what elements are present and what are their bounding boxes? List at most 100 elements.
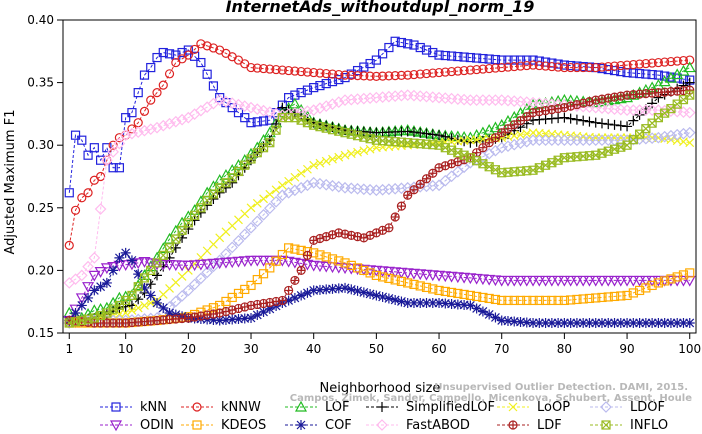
y-axis: 0.15 0.20 0.25 0.30 0.35 0.40: [27, 13, 63, 340]
data-point: [497, 128, 507, 138]
data-point: [378, 272, 388, 282]
data-point: [108, 265, 119, 276]
data-point: [296, 265, 306, 275]
data-point: [245, 101, 257, 114]
data-point: [108, 163, 118, 173]
data-point: [270, 107, 282, 120]
data-point: [314, 284, 325, 295]
data-point: [383, 293, 394, 304]
data-point: [409, 185, 419, 195]
data-point: [395, 267, 408, 279]
data-point: [284, 93, 294, 103]
data-point: [472, 64, 482, 75]
data-point: [119, 129, 132, 142]
data-point: [164, 49, 175, 59]
data-point: [351, 93, 364, 105]
data-point: [653, 278, 663, 288]
data-point: [213, 258, 226, 270]
legend-marker: [377, 402, 387, 412]
data-point: [70, 307, 81, 318]
data-point: [302, 85, 313, 95]
data-point: [377, 291, 388, 302]
data-point: [227, 173, 237, 183]
data-point: [464, 273, 477, 285]
data-point: [226, 97, 239, 109]
data-point: [647, 58, 657, 68]
data-point: [340, 282, 351, 293]
legend-marker: [601, 420, 611, 430]
data-point: [396, 276, 407, 287]
data-point: [534, 60, 544, 71]
data-point: [384, 71, 394, 81]
data-point: [590, 317, 601, 328]
data-point: [453, 51, 463, 62]
x-tick-label: 70: [494, 342, 509, 356]
data-point: [453, 288, 463, 299]
series-line: [69, 82, 690, 324]
data-point: [522, 60, 532, 71]
data-point: [258, 63, 269, 74]
data-point: [246, 62, 256, 73]
data-point: [146, 265, 156, 275]
data-point: [219, 257, 232, 269]
data-point: [591, 133, 601, 143]
data-point: [214, 315, 225, 326]
data-point: [365, 71, 375, 81]
data-point: [276, 189, 289, 202]
series-line: [69, 89, 690, 324]
data-point: [283, 295, 294, 306]
data-point: [265, 189, 275, 199]
data-point: [328, 154, 337, 164]
data-point: [478, 53, 488, 64]
data-point: [94, 267, 107, 278]
data-point: [302, 67, 313, 77]
data-point: [678, 270, 689, 280]
data-point: [82, 260, 94, 273]
data-point: [102, 143, 112, 153]
data-point: [251, 255, 264, 267]
data-point: [621, 275, 634, 287]
data-point: [232, 256, 245, 268]
data-point: [295, 106, 308, 118]
x-tick-label: 50: [369, 342, 384, 356]
data-point: [313, 261, 326, 273]
data-point: [522, 55, 532, 65]
data-point: [164, 69, 175, 79]
data-point: [157, 119, 170, 132]
series-inflo: [64, 90, 695, 328]
data-point: [383, 183, 395, 196]
data-point: [401, 268, 414, 280]
data-point: [139, 70, 150, 80]
y-tick-label: 0.25: [27, 201, 54, 215]
legend-label: kNN: [140, 400, 167, 415]
data-point: [139, 273, 150, 283]
data-point: [647, 98, 658, 109]
data-point: [378, 49, 388, 59]
data-point: [428, 168, 438, 178]
data-point: [389, 267, 402, 279]
legend-item-cof: COF: [285, 418, 352, 433]
data-point: [408, 127, 419, 138]
data-point: [152, 52, 162, 63]
data-point: [334, 152, 344, 162]
data-point: [177, 225, 187, 235]
legend-label: INFLO: [630, 418, 668, 433]
data-point: [509, 120, 519, 130]
data-point: [590, 117, 601, 128]
data-point: [226, 257, 239, 269]
legend-item-inflo: INFLO: [590, 418, 668, 433]
data-point: [534, 317, 545, 328]
data-point: [622, 60, 632, 70]
data-point: [146, 95, 156, 105]
data-point: [315, 250, 325, 260]
data-point: [609, 61, 620, 71]
data-point: [83, 150, 93, 160]
data-point: [497, 62, 507, 73]
data-point: [609, 65, 620, 76]
y-tick-label: 0.35: [27, 76, 54, 90]
data-point: [596, 118, 607, 129]
data-point: [597, 292, 607, 303]
data-point: [495, 275, 508, 287]
data-point: [251, 103, 264, 115]
data-point: [139, 282, 150, 293]
